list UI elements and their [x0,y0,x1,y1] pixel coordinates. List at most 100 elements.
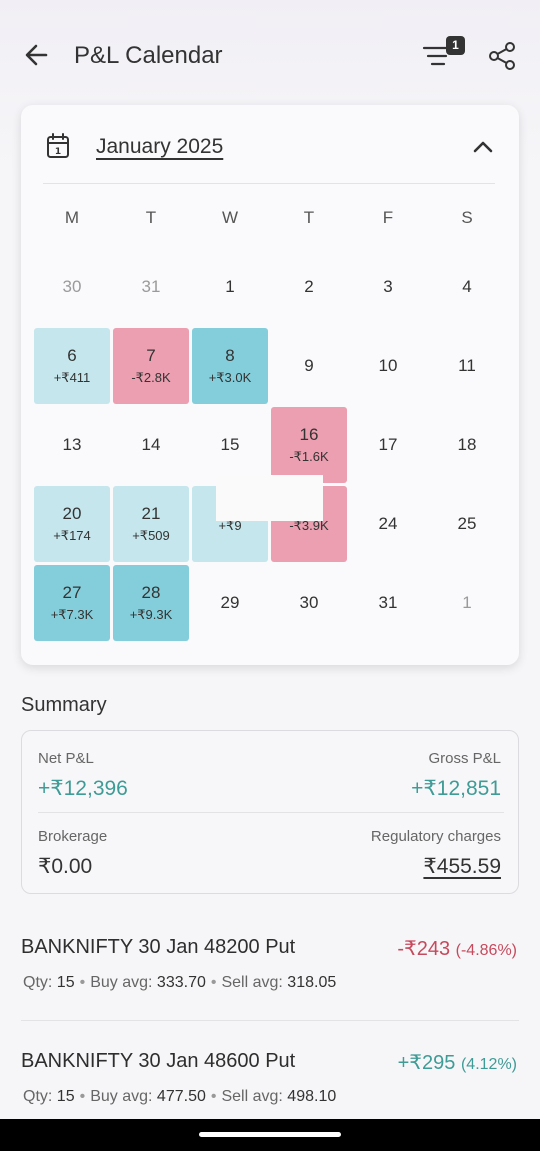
qty-value: 15 [56,1088,75,1105]
regulatory-charges-value[interactable]: ₹455.59 [423,855,501,878]
day-pnl: +₹174 [53,528,91,543]
calendar-day[interactable]: 9 [271,328,347,404]
month-selector[interactable]: January 2025 [96,135,224,158]
day-number: 28 [141,583,161,602]
calendar-day[interactable]: 6 +₹411 [34,328,110,404]
trade-pnl-percent: (4.12%) [460,1056,517,1073]
calendar-day[interactable]: 25 [429,486,505,562]
summary-card: Net P&L +₹12,396 Gross P&L +₹12,851 Brok… [21,730,519,894]
day-number: 29 [220,593,240,612]
weekday-label: F [382,208,394,227]
filter-count-badge: 1 [446,36,465,55]
trade-pnl-percent: (-4.86%) [455,942,517,959]
calendar-day[interactable]: 31 [350,565,426,641]
weekday-label: M [64,208,80,227]
day-pnl: +₹7.3K [50,607,94,622]
brokerage-label: Brokerage [38,828,108,845]
trade-pnl-value: -₹243 [397,938,451,960]
day-number: 1 [462,593,472,612]
day-number: 2 [304,277,314,296]
calendar-day[interactable]: 1 [192,249,268,325]
day-number: 18 [457,435,477,454]
calendar-day[interactable]: 13 [34,407,110,483]
day-number: 4 [462,277,472,296]
day-number: 9 [304,356,314,375]
net-pnl-label: Net P&L [38,750,94,767]
trade-item[interactable]: BANKNIFTY 30 Jan 48200 Put -₹243 (-4.86%… [21,936,519,1006]
sell-avg-label: Sell avg: [221,974,283,991]
calendar-day[interactable]: 30 [271,565,347,641]
calendar-day[interactable]: 10 [350,328,426,404]
day-number: 8 [225,346,235,365]
back-arrow-icon[interactable] [22,40,52,70]
trade-pnl: -₹243 (-4.86%) [397,936,517,961]
calendar-card: 1 January 2025 M T W T F S 30 31 1 2 3 4 6 +₹411 7 -₹2… [21,105,519,665]
calendar-day[interactable]: 16 -₹1.6K [271,407,347,483]
trade-pnl-value: +₹295 [397,1052,456,1074]
qty-label: Qty: [23,974,53,991]
calendar-day[interactable]: 31 [113,249,189,325]
chevron-up-icon[interactable] [471,135,495,159]
day-number: 3 [383,277,393,296]
trade-item[interactable]: BANKNIFTY 30 Jan 48600 Put +₹295 (4.12%)… [21,1050,519,1116]
day-number: 30 [299,593,319,612]
qty-label: Qty: [23,1088,53,1105]
day-number: 31 [378,593,398,612]
calendar-divider [43,183,495,184]
weekday-label: S [461,208,473,227]
calendar-day[interactable]: 14 [113,407,189,483]
day-number: 31 [141,277,161,296]
day-number: 25 [457,514,477,533]
weekday-label: T [303,208,315,227]
calendar-day[interactable]: 8 +₹3.0K [192,328,268,404]
separator-dot: • [79,974,86,991]
calendar-day[interactable]: 4 [429,249,505,325]
regulatory-charges-label: Regulatory charges [370,828,501,845]
calendar-day[interactable]: 15 [192,407,268,483]
buy-avg-value: 333.70 [156,974,206,991]
day-number: 6 [67,346,77,365]
calendar-day[interactable]: 24 [350,486,426,562]
trade-pnl: +₹295 (4.12%) [398,1050,517,1075]
day-number: 21 [141,504,161,523]
gross-pnl-label: Gross P&L [428,750,501,767]
calendar-day[interactable]: 21 +₹509 [113,486,189,562]
calendar-day[interactable]: 17 [350,407,426,483]
calendar-day[interactable]: 11 [429,328,505,404]
calendar-icon: 1 [47,133,69,158]
calendar-day[interactable]: 18 [429,407,505,483]
weekday-label: T [145,208,157,227]
calendar-day[interactable]: 20 +₹174 [34,486,110,562]
calendar-day[interactable]: 29 [192,565,268,641]
calendar-day[interactable]: 3 [350,249,426,325]
day-number: 20 [62,504,82,523]
trade-name: BANKNIFTY 30 Jan 48600 Put [21,1050,296,1072]
filter-icon[interactable] [420,38,464,72]
share-icon[interactable] [486,40,518,72]
day-number: 30 [62,277,82,296]
day-number: 24 [378,514,398,533]
day-pnl: -₹2.8K [131,370,171,385]
day-number: 27 [62,583,82,602]
calendar-day[interactable]: 27 +₹7.3K [34,565,110,641]
day-number: 14 [141,435,161,454]
svg-text:1: 1 [55,147,61,157]
trade-meta: Qty: 15 • Buy avg: 333.70 • Sell avg: 318.05 [23,974,336,992]
separator-dot: • [210,974,217,991]
app-header: P&L Calendar 1 [0,0,540,112]
summary-divider [38,812,504,813]
calendar-day[interactable]: 28 +₹9.3K [113,565,189,641]
calendar-day[interactable]: 7 -₹2.8K [113,328,189,404]
calendar-day[interactable]: 2 [271,249,347,325]
day-number: 16 [299,425,319,444]
day-number: 11 [458,356,476,375]
day-number: 15 [220,435,240,454]
calendar-day[interactable]: 1 [429,565,505,641]
redaction-overlay [216,475,323,521]
calendar-day[interactable]: 30 [34,249,110,325]
day-pnl: -₹3.9K [289,518,329,533]
home-indicator[interactable] [199,1132,341,1137]
buy-avg-value: 477.50 [156,1088,206,1105]
qty-value: 15 [56,974,75,991]
day-pnl: +₹3.0K [208,370,252,385]
